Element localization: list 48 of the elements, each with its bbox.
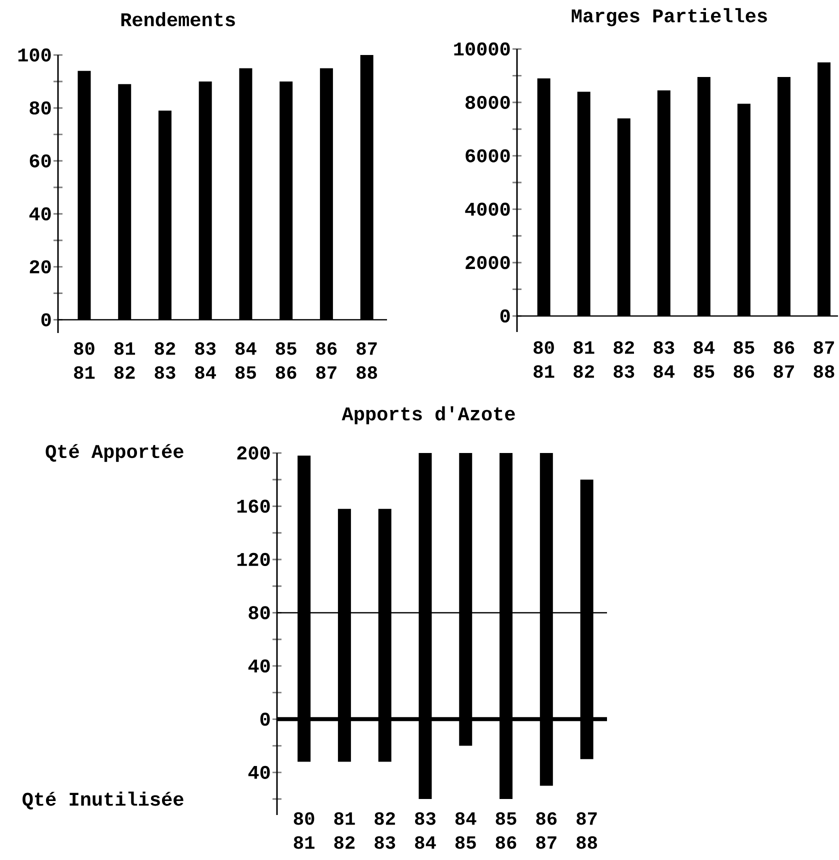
y-tick-label: 20 bbox=[30, 260, 51, 274]
x-tick-label: 80 81 bbox=[294, 812, 314, 849]
x-tick-label: 87 88 bbox=[356, 342, 378, 379]
x-tick-label: 82 83 bbox=[374, 812, 396, 849]
y-tick-label: 4000 bbox=[465, 202, 510, 216]
x-tick-label: 85 86 bbox=[496, 812, 516, 849]
chart-title: Rendements bbox=[121, 12, 235, 26]
y-tick-label: 40 bbox=[248, 659, 270, 673]
x-tick-label: 86 87 bbox=[774, 341, 794, 378]
x-tick-label: 85 86 bbox=[276, 342, 296, 379]
y-tick-label: 0 bbox=[260, 712, 270, 726]
y-tick-label: 8000 bbox=[466, 96, 510, 109]
text: Qté Apportée bbox=[46, 444, 184, 462]
x-tick-label: 84 85 bbox=[455, 812, 476, 849]
x-tick-label: 87 88 bbox=[814, 341, 834, 378]
y-tick-label: 40 bbox=[248, 766, 270, 779]
x-tick-label: 84 85 bbox=[236, 342, 256, 379]
y-tick-label: 0 bbox=[500, 309, 510, 323]
y-tick-label: 0 bbox=[41, 313, 51, 326]
y-tick-label: 100 bbox=[18, 48, 51, 62]
x-tick-label: 86 87 bbox=[316, 342, 337, 379]
x-tick-label: 86 87 bbox=[536, 812, 557, 849]
y-tick-label: 200 bbox=[237, 446, 270, 460]
y-tick-label: 2000 bbox=[466, 256, 510, 270]
x-tick-label: 80 81 bbox=[74, 342, 95, 379]
y-tick-label: 120 bbox=[237, 552, 270, 566]
y-tick-label: 60 bbox=[30, 154, 51, 168]
y-tick-label: 6000 bbox=[466, 149, 510, 162]
x-tick-label: 84 85 bbox=[694, 341, 715, 378]
y-tick-label: 80 bbox=[248, 606, 270, 620]
x-tick-label: 83 84 bbox=[654, 341, 675, 378]
y-tick-label: 10000 bbox=[454, 42, 510, 56]
x-tick-label: 81 82 bbox=[334, 812, 355, 849]
x-tick-label: 81 82 bbox=[574, 341, 594, 378]
x-tick-label: 83 84 bbox=[415, 812, 436, 849]
y-tick-label: 80 bbox=[30, 101, 51, 115]
x-tick-label: 83 84 bbox=[195, 342, 216, 379]
x-tick-label: 82 83 bbox=[614, 341, 634, 378]
text: Qté Inutilisée bbox=[22, 792, 184, 810]
y-tick-label: 160 bbox=[237, 500, 270, 513]
x-tick-label: 81 82 bbox=[114, 342, 136, 379]
chart-title: Marges Partielles bbox=[572, 8, 767, 26]
x-tick-label: 82 83 bbox=[154, 342, 176, 379]
chart-title: Apports d'Azote bbox=[342, 406, 515, 424]
x-tick-label: 80 81 bbox=[534, 341, 554, 378]
y-tick-label: 40 bbox=[29, 207, 51, 220]
x-tick-label: 85 86 bbox=[734, 341, 754, 378]
x-tick-label: 87 88 bbox=[576, 812, 598, 849]
